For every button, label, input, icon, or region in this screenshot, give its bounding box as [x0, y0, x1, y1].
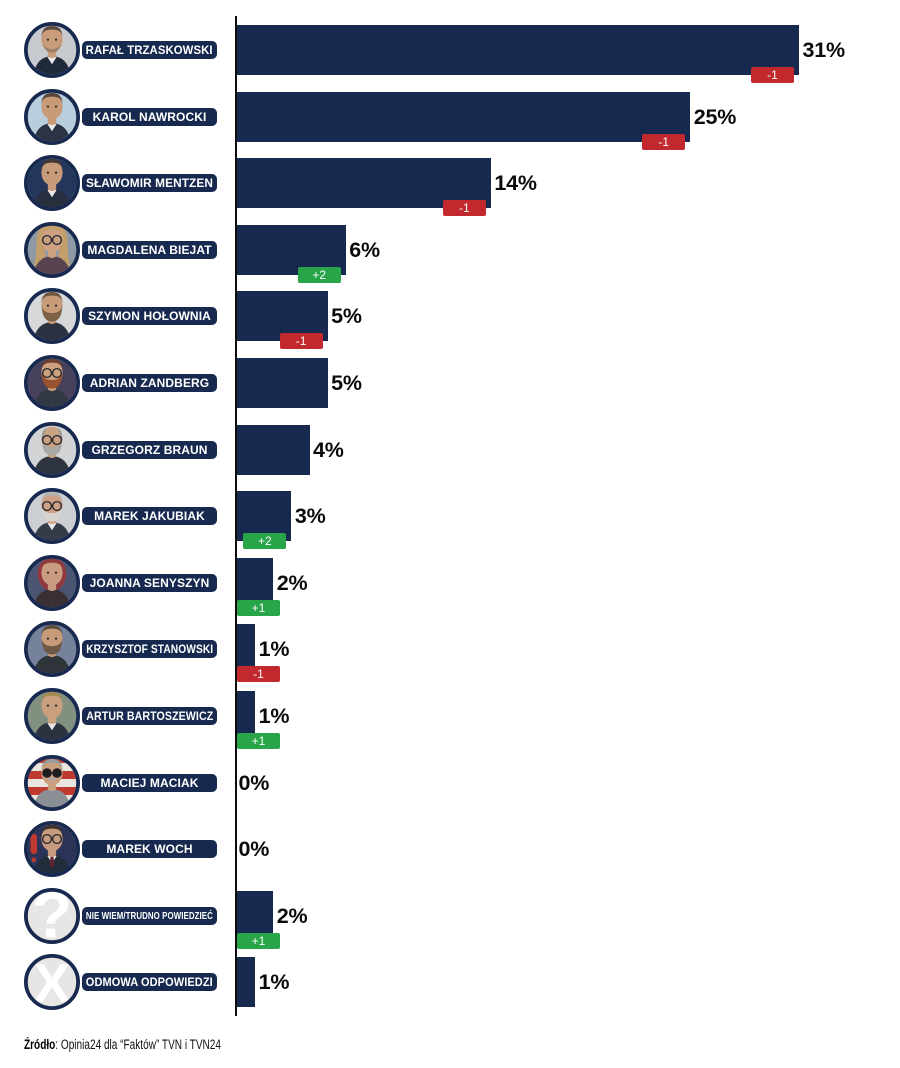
candidate-photo	[23, 221, 80, 278]
percent-label: 3%	[294, 504, 326, 529]
candidate-name: ADRIAN ZANDBERG	[89, 376, 210, 390]
percent-label: 1%	[258, 637, 290, 662]
axis-line	[235, 16, 238, 1016]
candidate-name: RAFAŁ TRZASKOWSKI	[85, 43, 213, 57]
candidate-photo	[23, 421, 80, 478]
change-badge: +2	[297, 266, 341, 283]
percent-label: 0%	[238, 770, 270, 795]
percent-label: 2%	[276, 570, 308, 595]
candidate-name: SŁAWOMIR MENTZEN	[86, 176, 213, 191]
candidate-name-label: ADRIAN ZANDBERG	[82, 374, 217, 392]
percent-label: 2%	[276, 903, 308, 928]
source-text: : Opinia24 dla “Faktów” TVN i TVN24	[55, 1037, 221, 1052]
candidate-name: MAREK WOCH	[106, 842, 193, 857]
candidate-name-label: JOANNA SENYSZYN	[82, 573, 217, 592]
candidate-name: GRZEGORZ BRAUN	[91, 442, 208, 457]
percent-label: 1%	[258, 970, 290, 995]
candidate-photo	[23, 688, 80, 744]
candidate-photo	[23, 155, 80, 212]
candidate-name: KRZYSZTOF STANOWSKI	[86, 642, 214, 657]
change-badge: +1	[237, 599, 280, 616]
change-badge: -1	[237, 666, 280, 683]
candidate-name-label: MAREK WOCH	[82, 840, 217, 859]
percent-label: 14%	[494, 171, 537, 196]
percent-label: 25%	[693, 104, 737, 129]
candidate-photo	[23, 821, 80, 878]
candidate-name-label: MAGDALENA BIEJAT	[82, 240, 217, 259]
candidate-name-label: MACIEJ MACIAK	[82, 773, 217, 792]
candidate-photo	[23, 754, 80, 811]
change-badge: -1	[642, 133, 686, 150]
svg-text:?: ?	[31, 888, 71, 944]
candidate-name: MAGDALENA BIEJAT	[87, 242, 212, 257]
candidate-name: MAREK JAKUBIAK	[94, 509, 205, 524]
candidate-name: ODMOWA ODPOWIEDZI	[86, 975, 213, 990]
result-bar	[237, 224, 346, 275]
change-badge: +1	[237, 733, 280, 749]
source-prefix: Źródło	[24, 1037, 56, 1052]
result-bar	[237, 624, 256, 675]
x-icon: X	[23, 954, 80, 1011]
result-bar	[237, 491, 292, 542]
candidate-name-label: SZYMON HOŁOWNIA	[82, 307, 217, 326]
candidate-photo	[23, 88, 80, 145]
source-note: Źródło: Opinia24 dla “Faktów” TVN i TVN2…	[24, 1037, 221, 1052]
candidate-photo	[23, 488, 80, 545]
result-bar	[237, 91, 691, 142]
candidate-name-label: GRZEGORZ BRAUN	[82, 440, 217, 459]
candidate-name: JOANNA SENYSZYN	[89, 575, 210, 590]
candidate-name-label: KRZYSZTOF STANOWSKI	[82, 640, 217, 659]
percent-label: 6%	[349, 237, 380, 262]
candidate-photo	[23, 288, 80, 345]
result-bar	[237, 424, 310, 475]
percent-label: 5%	[331, 304, 362, 329]
change-badge: -1	[442, 200, 486, 217]
candidate-photo	[23, 621, 80, 678]
change-badge: -1	[751, 67, 795, 83]
percent-label: 1%	[258, 704, 290, 728]
change-badge: +2	[243, 533, 287, 550]
candidate-name: SZYMON HOŁOWNIA	[88, 309, 211, 324]
candidate-name-label: NIE WIEM/TRUDNO POWIEDZIEĆ	[82, 906, 217, 925]
candidate-name: NIE WIEM/TRUDNO POWIEDZIEĆ	[86, 909, 214, 922]
result-bar	[237, 358, 328, 408]
candidate-name: ARTUR BARTOSZEWICZ	[86, 709, 214, 723]
svg-text:X: X	[33, 954, 70, 1010]
result-bar	[237, 158, 491, 209]
candidate-photo	[23, 22, 80, 78]
percent-label: 0%	[238, 837, 270, 862]
candidate-name-label: ODMOWA ODPOWIEDZI	[82, 973, 217, 992]
candidate-name-label: KAROL NAWROCKI	[82, 107, 217, 126]
result-bar	[237, 25, 800, 75]
result-bar	[237, 291, 328, 342]
result-bar	[237, 957, 256, 1008]
candidate-name-label: ARTUR BARTOSZEWICZ	[82, 707, 217, 725]
result-bar	[237, 691, 256, 741]
candidate-name-label: MAREK JAKUBIAK	[82, 507, 217, 526]
result-bar	[237, 890, 274, 941]
percent-label: 31%	[802, 38, 846, 62]
percent-label: 4%	[313, 437, 344, 462]
candidate-name-label: SŁAWOMIR MENTZEN	[82, 174, 217, 193]
candidate-photo	[23, 554, 80, 611]
candidate-name-label: RAFAŁ TRZASKOWSKI	[82, 41, 217, 59]
result-bar	[237, 557, 274, 608]
candidate-name: MACIEJ MACIAK	[100, 775, 199, 790]
change-badge: +1	[237, 932, 280, 949]
percent-label: 5%	[331, 371, 362, 395]
candidate-name: KAROL NAWROCKI	[92, 109, 207, 124]
change-badge: -1	[279, 333, 323, 350]
candidate-photo	[23, 355, 80, 411]
question-mark-icon: ?	[23, 887, 80, 944]
